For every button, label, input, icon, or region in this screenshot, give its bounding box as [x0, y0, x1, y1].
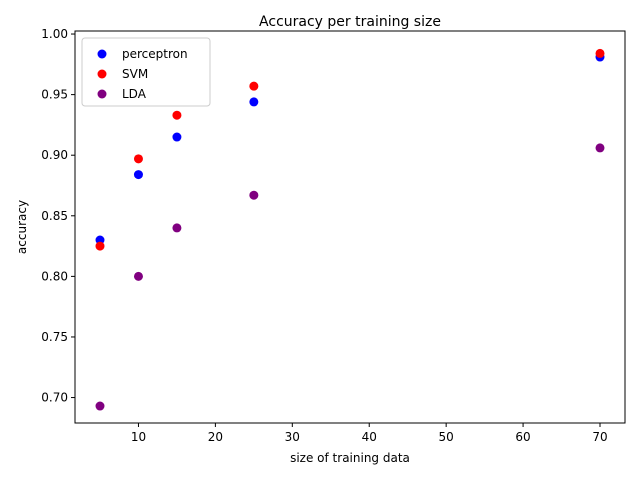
- data-point-svm: [95, 241, 105, 251]
- x-tick-label: 30: [285, 430, 300, 444]
- y-axis-label: accuracy: [15, 200, 29, 254]
- y-tick-label: 0.70: [41, 391, 68, 405]
- series-svm: [95, 48, 605, 251]
- legend-label-perceptron: perceptron: [122, 47, 188, 61]
- legend-marker-lda: [97, 89, 107, 99]
- y-tick-label: 1.00: [41, 27, 68, 41]
- x-tick-label: 70: [592, 430, 607, 444]
- data-point-lda: [249, 190, 259, 200]
- y-tick-label: 0.95: [41, 88, 68, 102]
- y-axis-ticks: 0.70 0.75 0.80 0.85 0.90 0.95 1.00: [41, 27, 75, 405]
- x-tick-label: 40: [362, 430, 377, 444]
- legend: perceptron SVM LDA: [81, 37, 211, 107]
- x-tick-label: 20: [208, 430, 223, 444]
- data-point-perceptron: [172, 132, 182, 142]
- y-tick-label: 0.75: [41, 330, 68, 344]
- x-tick-label: 10: [131, 430, 146, 444]
- x-tick-label: 50: [439, 430, 454, 444]
- y-tick-label: 0.85: [41, 209, 68, 223]
- legend-marker-perceptron: [97, 49, 107, 59]
- x-axis-label: size of training data: [290, 451, 410, 465]
- legend-box: [81, 37, 211, 107]
- data-point-lda: [133, 271, 143, 281]
- data-point-perceptron: [133, 170, 143, 180]
- data-point-svm: [249, 81, 259, 91]
- plot-area: [95, 48, 605, 411]
- data-point-svm: [133, 154, 143, 164]
- legend-label-svm: SVM: [122, 67, 148, 81]
- legend-label-lda: LDA: [122, 87, 147, 101]
- data-point-lda: [172, 223, 182, 233]
- data-point-svm: [595, 48, 605, 58]
- series-lda: [95, 143, 605, 411]
- x-tick-label: 60: [515, 430, 530, 444]
- chart-title: Accuracy per training size: [259, 14, 441, 30]
- axes-frame: [74, 30, 626, 424]
- y-tick-label: 0.90: [41, 148, 68, 162]
- data-point-perceptron: [249, 97, 259, 107]
- data-point-lda: [595, 143, 605, 153]
- legend-marker-svm: [97, 69, 107, 79]
- y-tick-label: 0.80: [41, 269, 68, 283]
- data-point-svm: [172, 110, 182, 120]
- x-axis-ticks: 10 20 30 40 50 60 70: [131, 423, 608, 444]
- data-point-lda: [95, 401, 105, 411]
